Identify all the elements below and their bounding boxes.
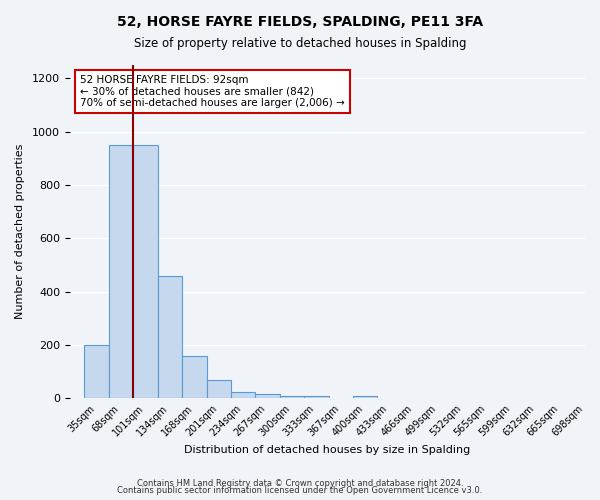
Bar (206, 380, 231, 398)
Bar (182, 356, 206, 399)
Text: 52, HORSE FAYRE FIELDS, SPALDING, PE11 3FA: 52, HORSE FAYRE FIELDS, SPALDING, PE11 3… (117, 15, 483, 29)
Y-axis label: Number of detached properties: Number of detached properties (15, 144, 25, 320)
Bar (304, 396, 329, 398)
Bar (85, 345, 109, 399)
Text: 52 HORSE FAYRE FIELDS: 92sqm
← 30% of detached houses are smaller (842)
70% of s: 52 HORSE FAYRE FIELDS: 92sqm ← 30% of de… (80, 75, 345, 108)
Bar (109, 145, 133, 399)
Text: Contains HM Land Registry data © Crown copyright and database right 2024.: Contains HM Land Registry data © Crown c… (137, 478, 463, 488)
Text: Size of property relative to detached houses in Spalding: Size of property relative to detached ho… (134, 38, 466, 51)
X-axis label: Distribution of detached houses by size in Spalding: Distribution of detached houses by size … (184, 445, 470, 455)
Bar (231, 392, 256, 398)
Bar (353, 396, 377, 398)
Bar (158, 276, 182, 398)
Bar (280, 396, 304, 398)
Text: Contains public sector information licensed under the Open Government Licence v3: Contains public sector information licen… (118, 486, 482, 495)
Bar (133, 145, 158, 399)
Bar (256, 394, 280, 398)
